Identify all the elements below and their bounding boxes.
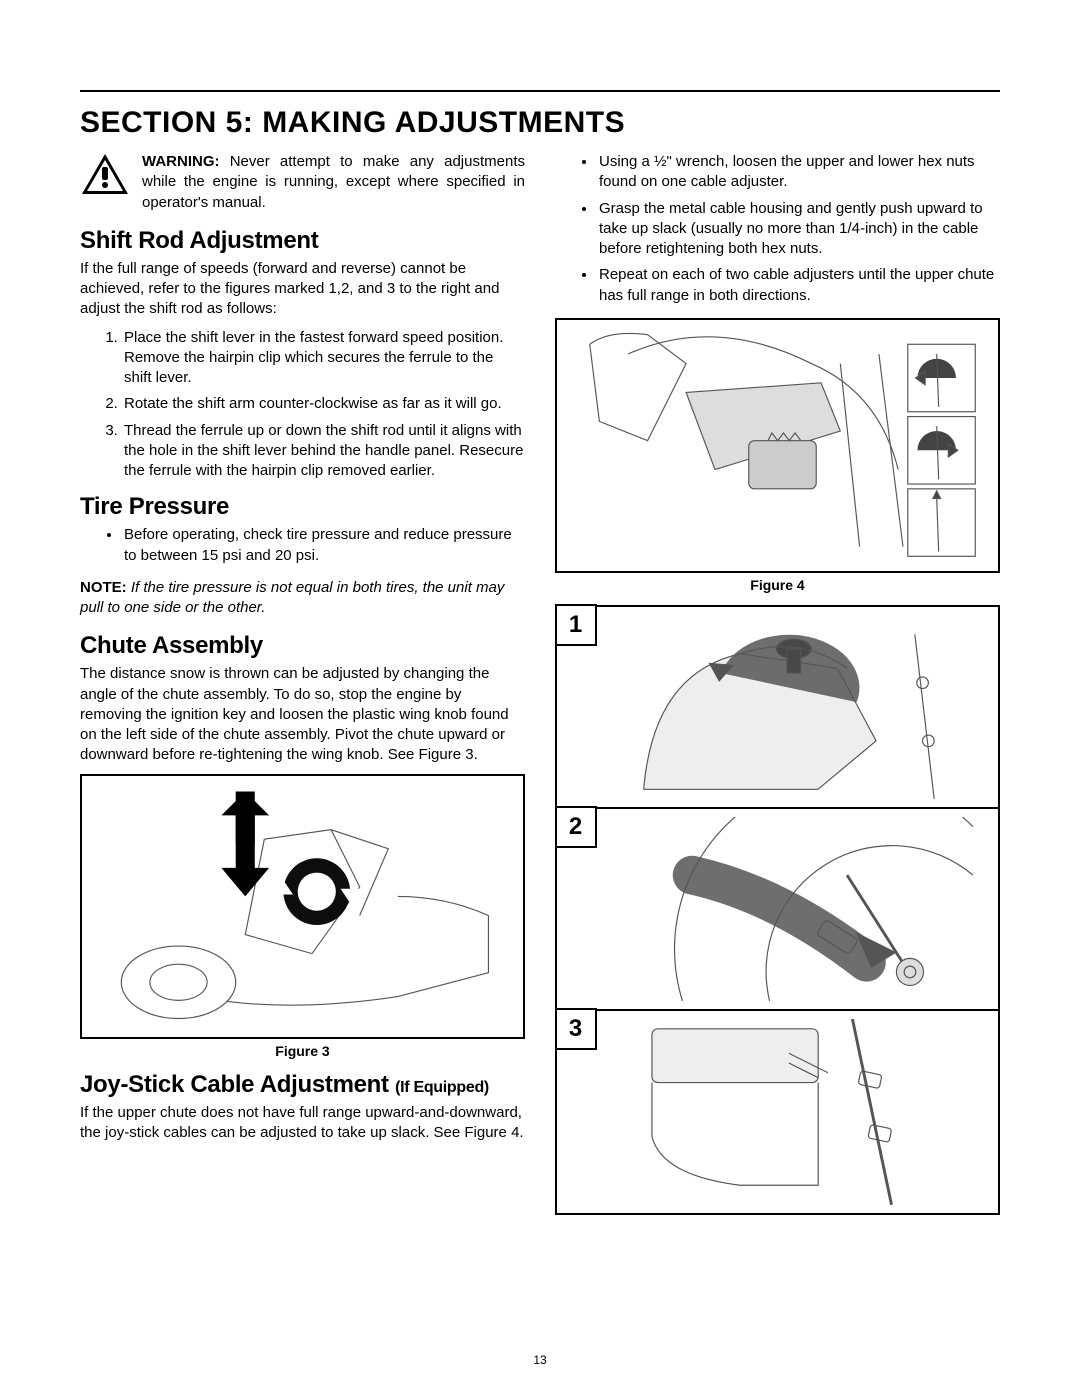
- tire-pressure-heading: Tire Pressure: [80, 493, 525, 521]
- step-item: Rotate the shift arm counter-clockwise a…: [122, 394, 525, 414]
- note-label: NOTE:: [80, 579, 127, 596]
- figure-3-illustration: [93, 782, 512, 1030]
- bullet-item: Before operating, check tire pressure an…: [122, 525, 525, 566]
- top-rule: [80, 90, 1000, 92]
- panel-2-illustration: [609, 817, 988, 1001]
- tire-pressure-bullets: Before operating, check tire pressure an…: [80, 525, 525, 566]
- figure-4-caption: Figure 4: [555, 577, 1000, 593]
- left-column: WARNING: Never attempt to make any adjus…: [80, 152, 525, 1215]
- shift-rod-steps: Place the shift lever in the fastest for…: [80, 328, 525, 482]
- right-column-bullets: Using a ½" wrench, loosen the upper and …: [555, 152, 1000, 306]
- panel-number-badge: 2: [555, 806, 597, 848]
- panel-2: 2: [557, 809, 998, 1011]
- warning-block: WARNING: Never attempt to make any adjus…: [80, 152, 525, 213]
- tire-pressure-note: NOTE: If the tire pressure is not equal …: [80, 578, 525, 619]
- joystick-heading-text: Joy-Stick Cable Adjustment: [80, 1071, 395, 1098]
- bullet-item: Grasp the metal cable housing and gently…: [597, 199, 1000, 260]
- shift-rod-intro: If the full range of speeds (forward and…: [80, 259, 525, 320]
- bullet-item: Using a ½" wrench, loosen the upper and …: [597, 152, 1000, 193]
- warning-triangle-icon: [80, 152, 130, 196]
- section-title: SECTION 5: MAKING ADJUSTMENTS: [80, 106, 1000, 140]
- joystick-qualifier: (If Equipped): [395, 1079, 489, 1096]
- panel-number-badge: 3: [555, 1008, 597, 1050]
- figure-3-caption: Figure 3: [80, 1043, 525, 1059]
- panel-1-illustration: [609, 615, 988, 799]
- joystick-heading: Joy-Stick Cable Adjustment (If Equipped): [80, 1071, 525, 1099]
- step-item: Place the shift lever in the fastest for…: [122, 328, 525, 389]
- chute-body: The distance snow is thrown can be adjus…: [80, 664, 525, 765]
- panel-number-badge: 1: [555, 604, 597, 646]
- warning-text: WARNING: Never attempt to make any adjus…: [142, 152, 525, 213]
- bullet-item: Repeat on each of two cable adjusters un…: [597, 265, 1000, 306]
- step-item: Thread the ferrule up or down the shift …: [122, 421, 525, 482]
- figure-3-box: [80, 774, 525, 1039]
- warning-label: WARNING:: [142, 153, 220, 170]
- note-body: If the tire pressure is not equal in bot…: [80, 579, 504, 616]
- figure-4-illustration: [566, 325, 989, 566]
- page-number: 13: [0, 1353, 1080, 1367]
- two-column-layout: WARNING: Never attempt to make any adjus…: [80, 152, 1000, 1215]
- panel-1: 1: [557, 607, 998, 809]
- panel-3: 3: [557, 1011, 998, 1213]
- shift-rod-heading: Shift Rod Adjustment: [80, 227, 525, 255]
- figure-panels-box: 1 2: [555, 605, 1000, 1215]
- figure-4-box: [555, 318, 1000, 573]
- panel-3-illustration: [609, 1019, 988, 1205]
- chute-heading: Chute Assembly: [80, 632, 525, 660]
- right-column: Using a ½" wrench, loosen the upper and …: [555, 152, 1000, 1215]
- joystick-body: If the upper chute does not have full ra…: [80, 1103, 525, 1144]
